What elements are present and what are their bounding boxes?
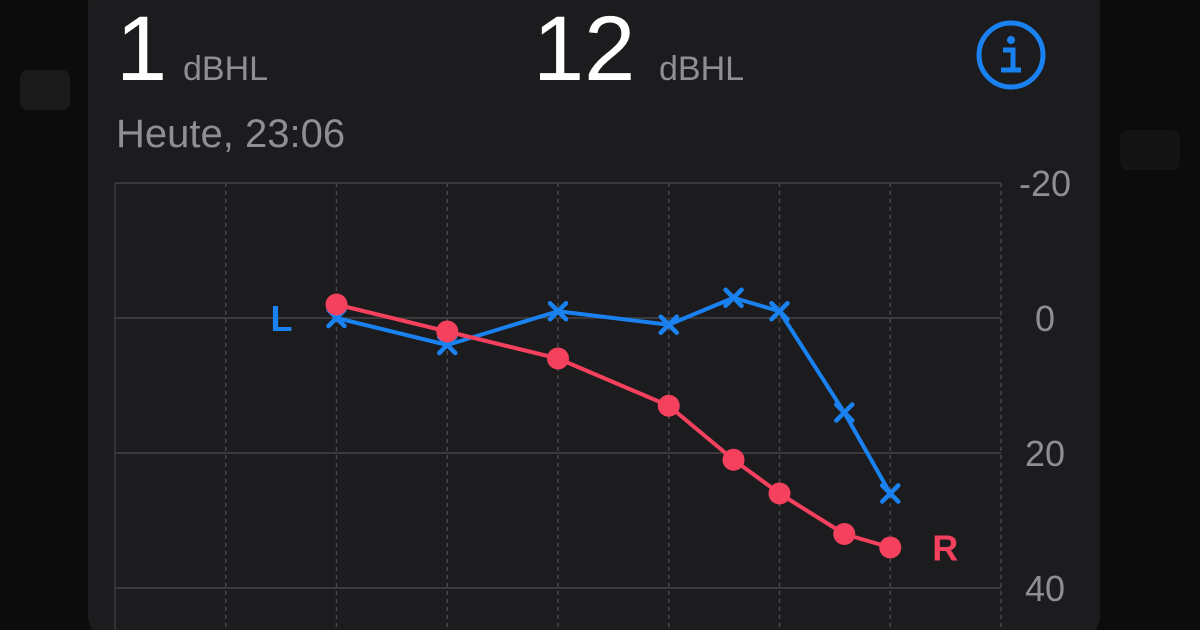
marker-circle	[547, 347, 569, 370]
blurred-item	[1120, 130, 1180, 170]
y-tick-label: 0	[1035, 298, 1055, 339]
reading-unit: dBHL	[659, 50, 744, 88]
marker-x	[723, 287, 744, 308]
series-line	[336, 302, 891, 550]
info-stem	[1001, 47, 1021, 73]
series-label: R	[932, 528, 958, 569]
marker-circle	[325, 293, 348, 316]
marker-circle	[657, 394, 680, 417]
audiogram: -20 0 20 40 L R	[114, 163, 1071, 630]
marker-circle	[879, 536, 902, 559]
y-tick-label: 20	[1025, 433, 1065, 474]
y-tick-label: -20	[1019, 163, 1071, 204]
info-dot	[1007, 36, 1015, 44]
reading-unit: dBHL	[183, 50, 268, 88]
series-label: L	[271, 298, 293, 339]
marker-x	[547, 301, 569, 322]
reading-value: 1	[116, 0, 167, 100]
y-tick-label: 40	[1025, 568, 1065, 609]
marker-x	[880, 483, 901, 504]
reading-value: 12	[533, 0, 635, 100]
info-button[interactable]	[976, 20, 1046, 90]
marker-circle	[436, 320, 459, 343]
marker-circle	[768, 482, 791, 505]
marker-circle	[833, 523, 856, 545]
blurred-item	[20, 70, 70, 110]
marker-x	[658, 314, 679, 335]
date: Heute, 23:06	[116, 112, 345, 156]
marker-x	[769, 301, 790, 322]
marker-circle	[722, 448, 745, 471]
info-ring	[976, 20, 1046, 90]
marker-x	[834, 402, 855, 423]
series-line	[336, 295, 892, 495]
